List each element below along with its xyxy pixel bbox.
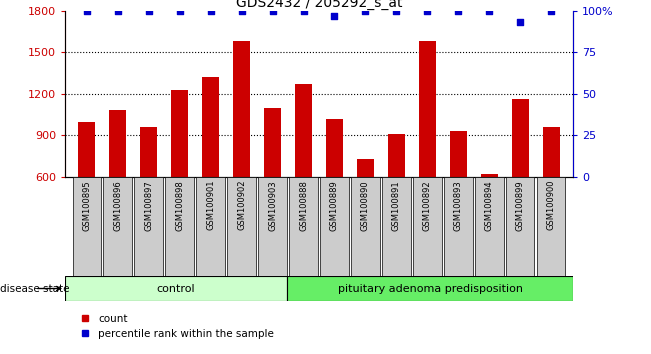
Point bbox=[484, 8, 495, 13]
Text: GSM100898: GSM100898 bbox=[175, 180, 184, 231]
Bar bbox=[326, 119, 343, 177]
Text: GSM100892: GSM100892 bbox=[423, 180, 432, 230]
Bar bbox=[450, 131, 467, 177]
Text: GSM100888: GSM100888 bbox=[299, 180, 308, 231]
Bar bbox=[419, 41, 436, 177]
Text: GSM100900: GSM100900 bbox=[547, 180, 556, 230]
Text: GSM100895: GSM100895 bbox=[82, 180, 91, 230]
Point bbox=[143, 8, 154, 13]
FancyBboxPatch shape bbox=[289, 177, 318, 276]
Point bbox=[268, 8, 278, 13]
Bar bbox=[171, 90, 188, 177]
Point bbox=[453, 8, 464, 13]
FancyBboxPatch shape bbox=[444, 177, 473, 276]
Bar bbox=[109, 110, 126, 177]
Text: disease state: disease state bbox=[0, 284, 70, 293]
Bar bbox=[264, 108, 281, 177]
Point bbox=[391, 8, 402, 13]
Text: GSM100889: GSM100889 bbox=[330, 180, 339, 231]
Bar bbox=[388, 134, 405, 177]
FancyBboxPatch shape bbox=[135, 177, 163, 276]
Bar bbox=[202, 77, 219, 177]
Text: GSM100894: GSM100894 bbox=[485, 180, 493, 230]
Point bbox=[515, 19, 525, 25]
Bar bbox=[78, 121, 95, 177]
Text: control: control bbox=[157, 284, 195, 293]
Text: GSM100891: GSM100891 bbox=[392, 180, 401, 230]
FancyBboxPatch shape bbox=[537, 177, 566, 276]
FancyBboxPatch shape bbox=[104, 177, 132, 276]
Text: GSM100901: GSM100901 bbox=[206, 180, 215, 230]
Title: GDS2432 / 205292_s_at: GDS2432 / 205292_s_at bbox=[236, 0, 402, 10]
Text: GSM100897: GSM100897 bbox=[145, 180, 153, 231]
Text: GSM100899: GSM100899 bbox=[516, 180, 525, 230]
FancyBboxPatch shape bbox=[258, 177, 287, 276]
Bar bbox=[295, 84, 312, 177]
Bar bbox=[512, 99, 529, 177]
FancyBboxPatch shape bbox=[227, 177, 256, 276]
Text: GSM100896: GSM100896 bbox=[113, 180, 122, 231]
Bar bbox=[233, 41, 250, 177]
FancyBboxPatch shape bbox=[165, 177, 194, 276]
Point bbox=[113, 8, 123, 13]
FancyBboxPatch shape bbox=[197, 177, 225, 276]
Point bbox=[174, 8, 185, 13]
FancyBboxPatch shape bbox=[320, 177, 349, 276]
Text: GSM100893: GSM100893 bbox=[454, 180, 463, 231]
FancyBboxPatch shape bbox=[413, 177, 441, 276]
FancyBboxPatch shape bbox=[351, 177, 380, 276]
Bar bbox=[140, 127, 157, 177]
Point bbox=[329, 13, 340, 18]
Point bbox=[360, 8, 370, 13]
Point bbox=[546, 8, 557, 13]
Point bbox=[236, 8, 247, 13]
Point bbox=[422, 8, 432, 13]
FancyBboxPatch shape bbox=[506, 177, 534, 276]
Bar bbox=[357, 159, 374, 177]
Text: GSM100903: GSM100903 bbox=[268, 180, 277, 230]
Bar bbox=[481, 174, 498, 177]
FancyBboxPatch shape bbox=[65, 276, 287, 301]
FancyBboxPatch shape bbox=[382, 177, 411, 276]
Text: GSM100890: GSM100890 bbox=[361, 180, 370, 230]
Point bbox=[206, 8, 216, 13]
Text: pituitary adenoma predisposition: pituitary adenoma predisposition bbox=[338, 284, 523, 293]
Text: GSM100902: GSM100902 bbox=[237, 180, 246, 230]
Point bbox=[81, 8, 92, 13]
FancyBboxPatch shape bbox=[287, 276, 573, 301]
Bar bbox=[543, 127, 560, 177]
FancyBboxPatch shape bbox=[475, 177, 503, 276]
FancyBboxPatch shape bbox=[72, 177, 101, 276]
Point bbox=[298, 8, 309, 13]
Legend: count, percentile rank within the sample: count, percentile rank within the sample bbox=[70, 310, 279, 343]
